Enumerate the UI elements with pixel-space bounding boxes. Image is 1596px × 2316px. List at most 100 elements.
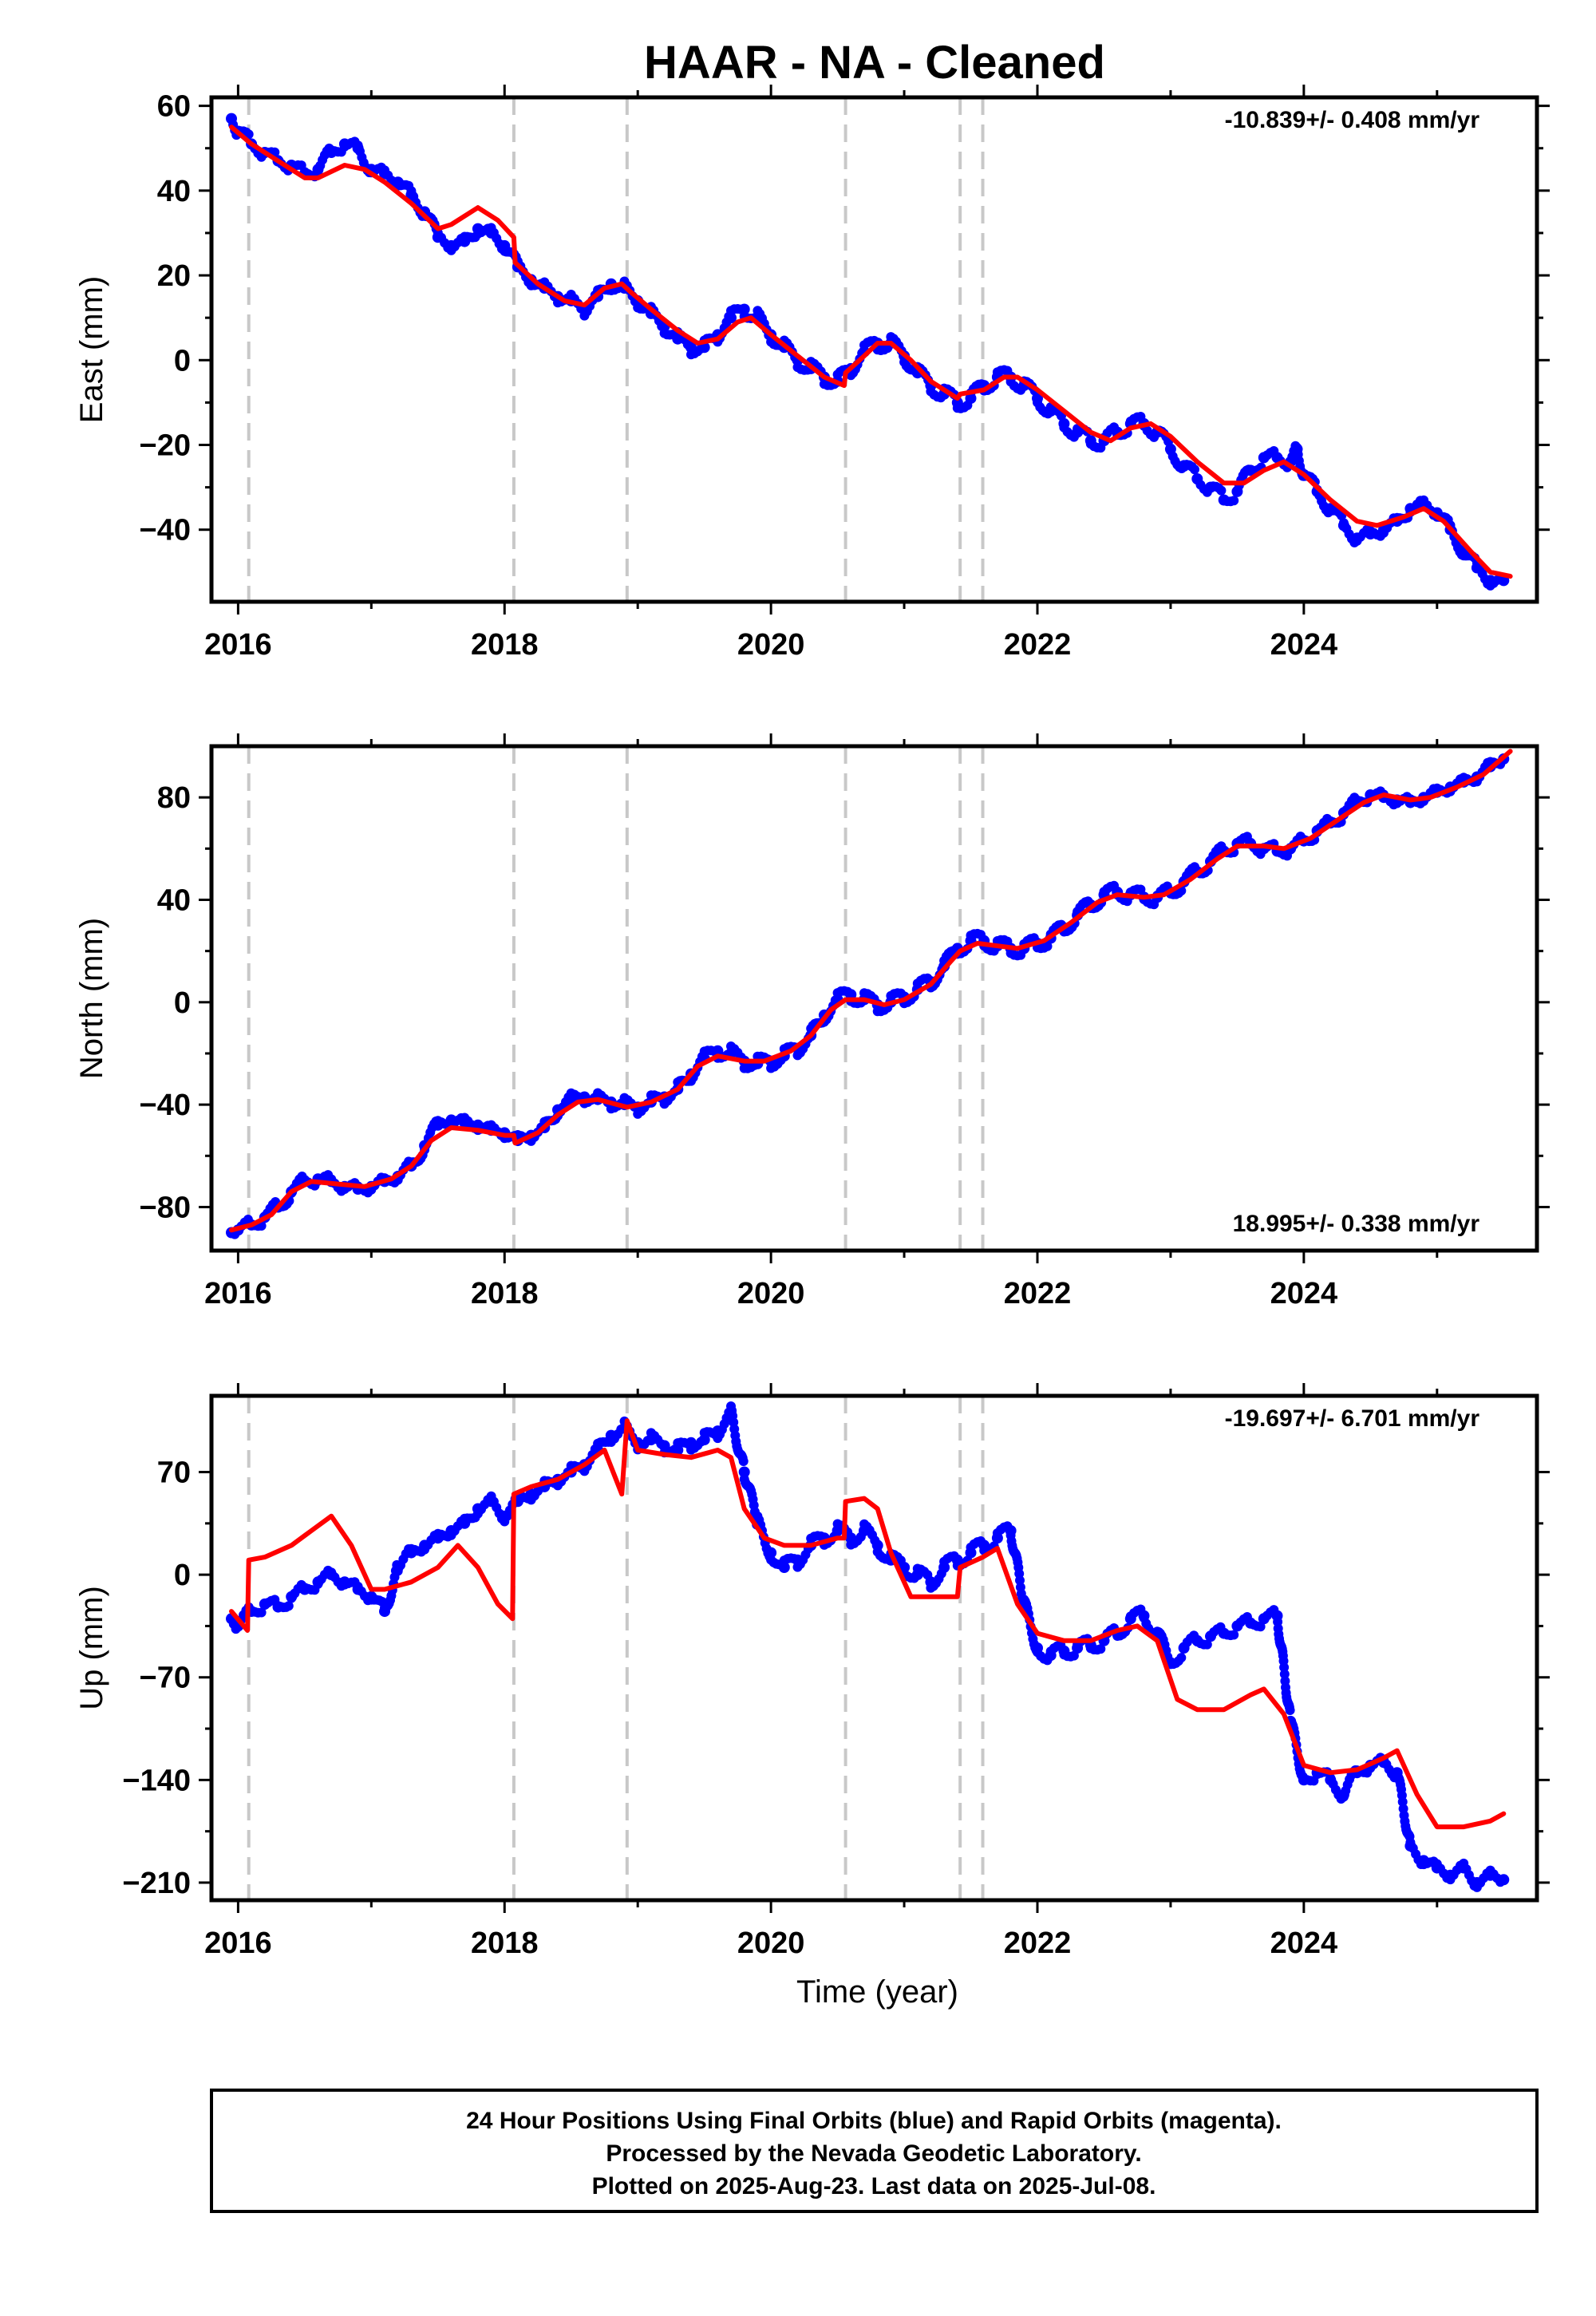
east-data-point: [352, 142, 364, 154]
up-data-point: [1471, 1877, 1483, 1888]
up-data-point: [725, 1408, 737, 1419]
east-data-point: [1164, 443, 1176, 455]
up-panel: 2016 2018 2020 2022 2024 70 0 −70 −140 −210 Up (mm…: [74, 1383, 1550, 2010]
east-data-point: [1351, 532, 1363, 544]
up-data-point: [1058, 1645, 1070, 1657]
up-data-point: [991, 1532, 1003, 1544]
east-y-tick-label: 20: [157, 259, 191, 293]
up-data-point: [1124, 1613, 1136, 1625]
up-data-point: [778, 1562, 790, 1573]
up-data-point: [1404, 1840, 1416, 1852]
up-data-point: [658, 1440, 670, 1452]
up-data-point: [965, 1547, 977, 1559]
up-data-point: [738, 1466, 750, 1478]
east-data-point: [326, 147, 338, 158]
up-data-point: [485, 1496, 497, 1508]
east-data-point: [1045, 405, 1057, 417]
east-data-point: [1072, 426, 1084, 438]
east-data-point: [1218, 494, 1230, 506]
north-data-point: [459, 1117, 471, 1128]
up-data-point: [1325, 1774, 1337, 1786]
up-data-point: [525, 1488, 537, 1500]
up-data-point: [432, 1532, 444, 1544]
up-data-point: [1258, 1613, 1270, 1625]
up-data-point: [352, 1583, 364, 1595]
east-data-point: [1484, 575, 1496, 587]
up-data-point: [1431, 1862, 1443, 1874]
east-data-point: [738, 303, 750, 315]
east-x-tick-label: 2018: [471, 628, 539, 662]
up-x-tick-label: 2018: [471, 1927, 539, 1960]
north-x-tick-label: 2018: [471, 1277, 539, 1310]
up-x-tick-label: 2020: [737, 1927, 805, 1960]
east-plot-frame: [209, 95, 1539, 604]
up-data-point: [272, 1601, 284, 1613]
north-y-tick-label: −80: [140, 1191, 191, 1224]
east-data-point: [379, 168, 390, 180]
up-data-point: [312, 1576, 324, 1588]
up-data-point: [1458, 1862, 1470, 1874]
up-data-point: [1279, 1662, 1290, 1673]
up-data-point: [419, 1539, 431, 1551]
up-data-point: [1231, 1620, 1243, 1632]
east-data-point: [1058, 417, 1070, 429]
up-data-point: [1229, 1630, 1239, 1640]
east-data-point: [1032, 393, 1043, 405]
up-data-point: [405, 1547, 417, 1559]
up-data-point: [645, 1434, 657, 1446]
north-data-point: [1042, 941, 1053, 951]
up-y-tick-label: −210: [122, 1867, 191, 1900]
up-data-point: [298, 1583, 310, 1595]
up-y-tick-label: −140: [122, 1764, 191, 1797]
up-data-point: [1176, 1653, 1187, 1663]
up-rate-label: -19.697+/- 6.701 mm/yr: [1225, 1405, 1480, 1432]
footer-line-3: Plotted on 2025-Aug-23. Last data on 202…: [592, 2173, 1156, 2199]
up-data-point: [256, 1607, 267, 1618]
east-panel: 2016 2018 2020 2022 2024 60 40 20 0 −20 −40 East (m…: [74, 85, 1550, 662]
north-y-axis-label: North (mm): [74, 918, 109, 1079]
east-x-tick-label: 2022: [1004, 628, 1072, 662]
up-data-point: [445, 1525, 457, 1536]
up-data-point: [1245, 1617, 1257, 1629]
up-data-point: [845, 1532, 857, 1544]
east-data-point: [338, 138, 350, 150]
up-data-point: [1298, 1774, 1310, 1786]
east-y-tick-label: 40: [157, 175, 191, 208]
up-x-tick-label: 2022: [1004, 1927, 1072, 1960]
east-data-point: [1191, 473, 1203, 484]
east-data-point: [725, 312, 737, 324]
east-data-point: [1178, 460, 1190, 472]
east-x-tick-label: 2024: [1270, 628, 1338, 662]
east-data-point: [405, 189, 417, 201]
east-data-point: [445, 239, 457, 251]
up-x-tick-label: 2016: [204, 1927, 272, 1960]
north-plot-frame: [209, 744, 1539, 1253]
up-data-point: [1096, 1644, 1106, 1654]
up-data-point: [499, 1510, 511, 1522]
east-data-point: [1190, 464, 1199, 475]
chart-title: HAAR - NA - Cleaned: [644, 37, 1105, 89]
up-data-point: [1484, 1869, 1496, 1881]
east-data-point: [499, 239, 511, 251]
east-data-point: [1084, 435, 1096, 447]
up-data-point: [1045, 1650, 1057, 1662]
up-data-point: [938, 1562, 950, 1573]
north-model-line: [229, 749, 1513, 1233]
footer-line-2: Processed by the Nevada Geodetic Laborat…: [606, 2140, 1141, 2167]
east-data-point: [1245, 464, 1257, 476]
up-y-tick-label: 70: [157, 1456, 191, 1490]
north-rate-label: 18.995+/- 0.338 mm/yr: [1233, 1211, 1480, 1237]
up-data-point: [925, 1576, 937, 1588]
east-data-point: [1271, 452, 1283, 464]
east-data-point: [965, 393, 977, 405]
north-y-tick-label: 80: [157, 781, 191, 815]
up-data-point: [1391, 1767, 1403, 1779]
up-data-point: [685, 1437, 697, 1448]
up-data-point: [326, 1569, 338, 1581]
up-data-point: [472, 1503, 484, 1515]
footer-line-1: 24 Hour Positions Using Final Orbits (bl…: [466, 2108, 1282, 2134]
east-rate-label: -10.839+/- 0.408 mm/yr: [1225, 107, 1480, 133]
up-data-point: [379, 1606, 390, 1618]
up-plot-frame: [209, 1393, 1539, 1903]
